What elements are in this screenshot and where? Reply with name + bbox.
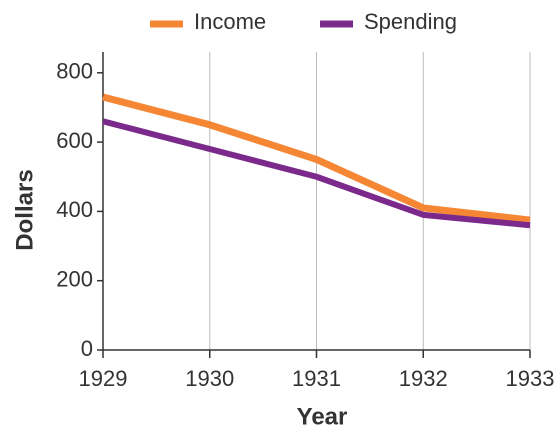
line-series [102,118,531,229]
legend-label: Spending [364,9,457,34]
legend-label: Income [194,9,266,34]
x-tick-label: 1932 [399,366,448,391]
y-axis-title: Dollars [11,169,38,250]
x-tick-label: 1929 [79,366,128,391]
x-tick-label: 1930 [185,366,234,391]
y-tick-label: 600 [56,128,93,153]
y-tick-label: 200 [56,267,93,292]
x-axis-title: Year [297,403,348,430]
line-series [102,93,531,224]
y-tick-label: 400 [56,197,93,222]
x-tick-label: 1931 [292,366,341,391]
y-tick-label: 800 [56,59,93,84]
x-tick-label: 1933 [506,366,555,391]
y-tick-label: 0 [81,336,93,361]
